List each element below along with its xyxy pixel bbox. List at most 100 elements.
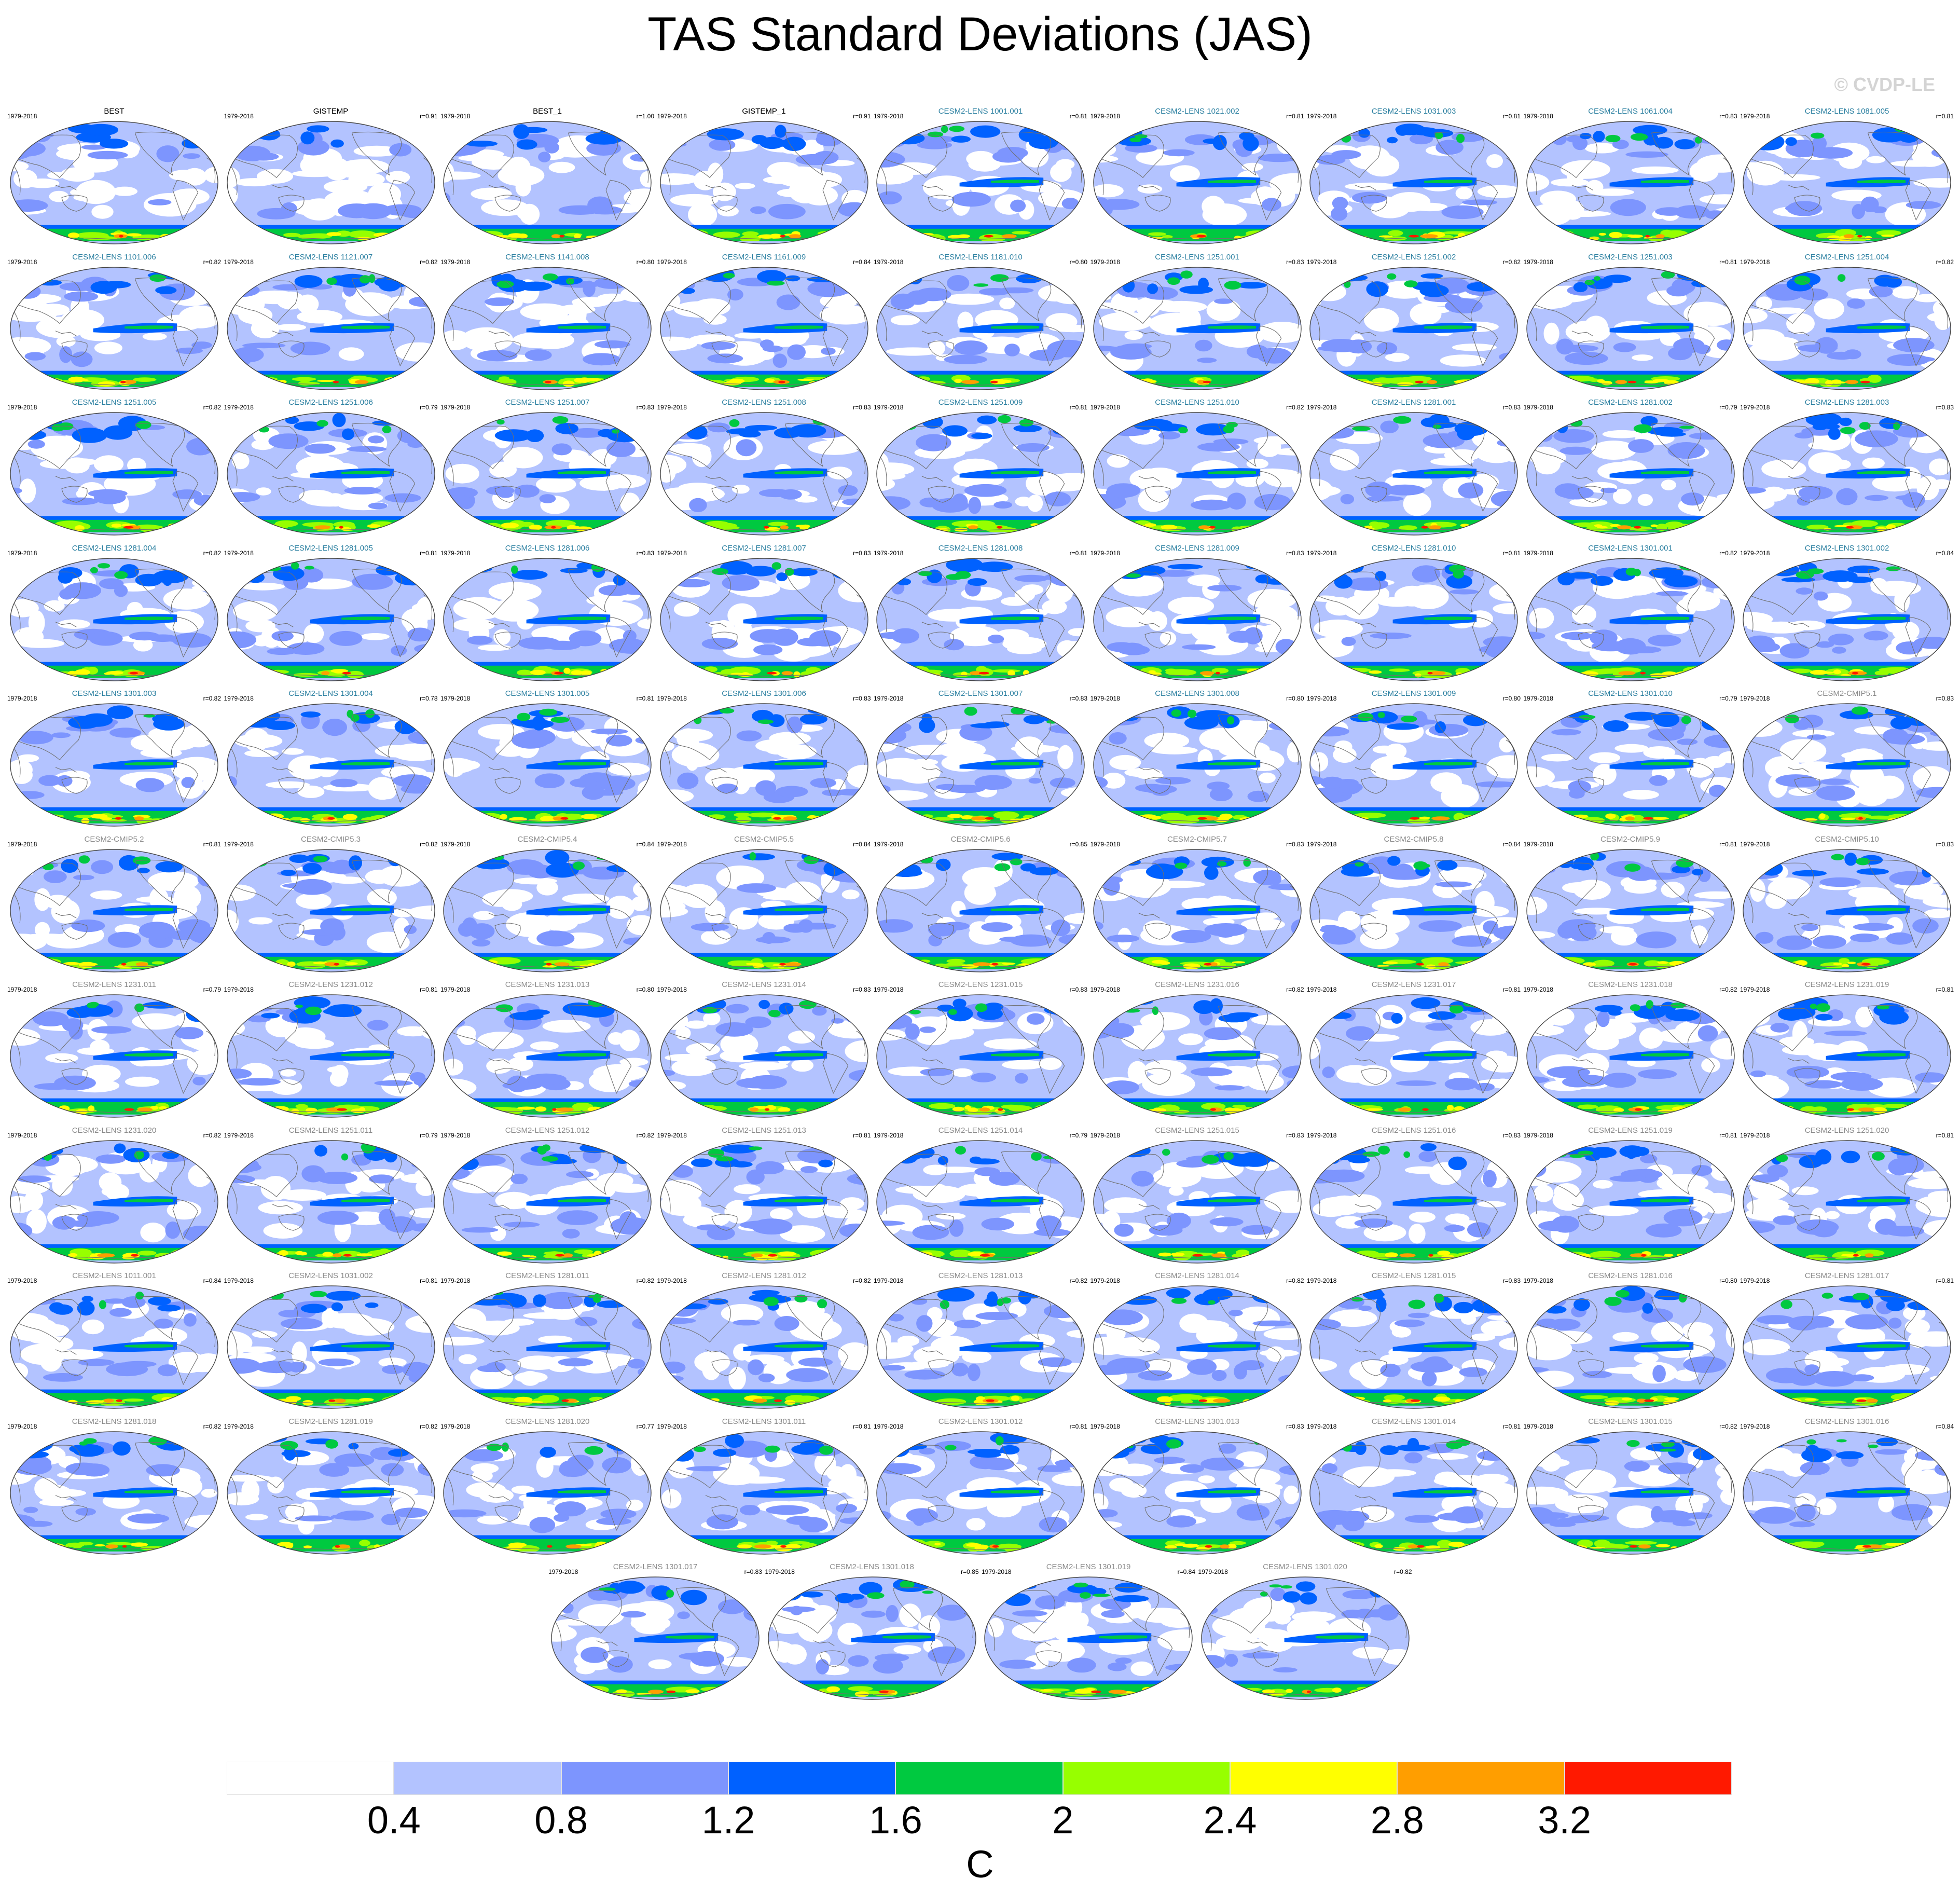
panel-title: CESM2-LENS 1281.007 [722,543,806,553]
panel-period: 1979-2018 [440,404,471,411]
panel-correlation: r=0.83 [853,695,871,702]
map-panel: CESM2-LENS 1251.013 1979-2018 r=0.81 [656,1126,872,1271]
panel-title: CESM2-LENS 1001.001 [938,107,1023,116]
map-plot [1526,703,1735,827]
panel-period: 1979-2018 [7,1422,37,1430]
map-plot [443,1285,652,1409]
panel-title: CESM2-CMIP5.6 [950,834,1011,844]
map-plot [226,994,435,1118]
map-panel: CESM2-LENS 1061.004 1979-2018 r=0.83 [1523,107,1738,252]
map-panel: CESM2-LENS 1301.001 1979-2018 r=0.82 [1523,543,1738,689]
panel-period: 1979-2018 [874,258,904,266]
map-panel: CESM2-CMIP5.2 1979-2018 r=0.81 [6,835,222,980]
panel-correlation: r=0.81 [1069,113,1087,120]
panel-correlation: r=0.81 [1936,1131,1954,1139]
panel-period: 1979-2018 [1523,986,1553,993]
panel-title: CESM2-LENS 1231.013 [505,980,590,989]
map-field [1310,267,1517,390]
panel-period: 1979-2018 [1740,695,1770,702]
panel-correlation: r=0.81 [420,549,438,557]
map-panel: CESM2-LENS 1011.001 1979-2018 r=0.84 [6,1271,222,1416]
map-plot [443,121,652,244]
panel-correlation: r=0.83 [1936,695,1954,702]
map-panel: CESM2-LENS 1001.001 1979-2018 r=0.81 [873,107,1088,252]
figure-title: TAS Standard Deviations (JAS) [647,8,1313,61]
panel-title: CESM2-LENS 1031.003 [1371,107,1456,116]
map-panel: CESM2-LENS 1251.002 1979-2018 r=0.82 [1306,253,1522,397]
panel-title: CESM2-CMIP5.3 [300,834,361,844]
colorbar-units: C [966,1843,994,1886]
panel-period: 1979-2018 [224,1277,254,1284]
panel-title: CESM2-LENS 1301.009 [1371,689,1456,698]
panel-correlation: r=0.83 [1286,549,1304,557]
map-plot [1743,994,1951,1118]
map-field [1093,1140,1301,1263]
panel-correlation: r=0.83 [1286,1422,1304,1430]
map-panel: CESM2-LENS 1281.018 1979-2018 r=0.82 [6,1417,222,1562]
panel-period: 1979-2018 [7,840,37,848]
map-panel: CESM2-LENS 1281.003 1979-2018 r=0.83 [1739,398,1955,543]
map-panel: CESM2-LENS 1301.008 1979-2018 r=0.80 [1089,689,1305,834]
panel-period: 1979-2018 [7,1277,37,1284]
map-plot [1526,1140,1735,1264]
panel-correlation: r=0.78 [420,695,438,702]
map-field [877,1140,1084,1263]
panel-title: CESM2-LENS 1231.018 [1588,980,1673,989]
colorbar-tick-label: 1.6 [868,1799,922,1842]
panel-title: CESM2-LENS 1281.020 [505,1417,590,1426]
map-plot [10,848,218,972]
map-panel: CESM2-LENS 1251.019 1979-2018 r=0.81 [1523,1126,1738,1271]
panel-title: CESM2-LENS 1301.007 [938,689,1023,698]
panel-correlation: r=0.81 [420,1277,438,1284]
panel-title: CESM2-LENS 1301.001 [1588,543,1673,553]
panel-correlation: r=0.82 [203,1422,221,1430]
map-panel: CESM2-LENS 1251.014 1979-2018 r=0.79 [873,1126,1088,1271]
panel-period: 1979-2018 [657,113,687,120]
panel-period: 1979-2018 [1523,840,1553,848]
map-plot [10,266,218,390]
panel-period: 1979-2018 [224,113,254,120]
colorbar-swatch [1397,1762,1565,1795]
map-field [1526,558,1734,681]
map-plot [1200,1576,1410,1700]
map-plot [1526,848,1735,972]
map-panel: CESM2-LENS 1301.016 1979-2018 r=0.84 [1739,1417,1955,1562]
panel-title: CESM2-LENS 1301.008 [1155,689,1239,698]
map-panel: CESM2-LENS 1301.010 1979-2018 r=0.79 [1523,689,1738,834]
panel-title: CESM2-LENS 1281.019 [288,1417,373,1426]
panel-period: 1979-2018 [7,695,37,702]
map-plot [1526,121,1735,244]
panel-correlation: r=0.79 [1719,695,1737,702]
panel-correlation: r=0.82 [1394,1568,1412,1575]
panel-correlation: r=0.83 [1069,695,1087,702]
panel-title: CESM2-LENS 1301.012 [938,1417,1023,1426]
map-plot [876,121,1085,244]
panel-title: CESM2-LENS 1251.007 [505,398,590,407]
panel-title: CESM2-LENS 1251.012 [505,1126,590,1135]
panel-title: CESM2-CMIP5.10 [1815,834,1879,844]
map-plot [1093,1140,1302,1264]
panel-title: GISTEMP_1 [742,107,786,116]
panel-period: 1979-2018 [1090,404,1120,411]
map-panel: CESM2-LENS 1251.010 1979-2018 r=0.82 [1089,398,1305,543]
panel-title: CESM2-LENS 1301.014 [1371,1417,1456,1426]
map-plot [226,121,435,244]
panel-correlation: r=0.80 [1502,695,1521,702]
panel-period: 1979-2018 [874,695,904,702]
map-field [1093,267,1301,390]
map-plot [1309,1140,1518,1264]
panel-period: 1979-2018 [1090,986,1120,993]
map-panel: CESM2-LENS 1301.012 1979-2018 r=0.81 [873,1417,1088,1562]
panel-period: 1979-2018 [224,1422,254,1430]
panel-correlation: r=0.82 [203,404,221,411]
panel-correlation: r=0.84 [853,840,871,848]
panel-title: CESM2-LENS 1231.016 [1155,980,1239,989]
map-plot [876,1285,1085,1409]
colorbar-swatch [561,1762,728,1795]
map-panel: CESM2-LENS 1251.008 1979-2018 r=0.83 [656,398,872,543]
map-panel: GISTEMP_1 1979-2018 r=0.91 [656,107,872,252]
panel-correlation: r=0.84 [636,840,654,848]
panel-period: 1979-2018 [440,695,471,702]
panel-correlation: r=0.91 [853,113,871,120]
panel-period: 1979-2018 [1307,840,1337,848]
